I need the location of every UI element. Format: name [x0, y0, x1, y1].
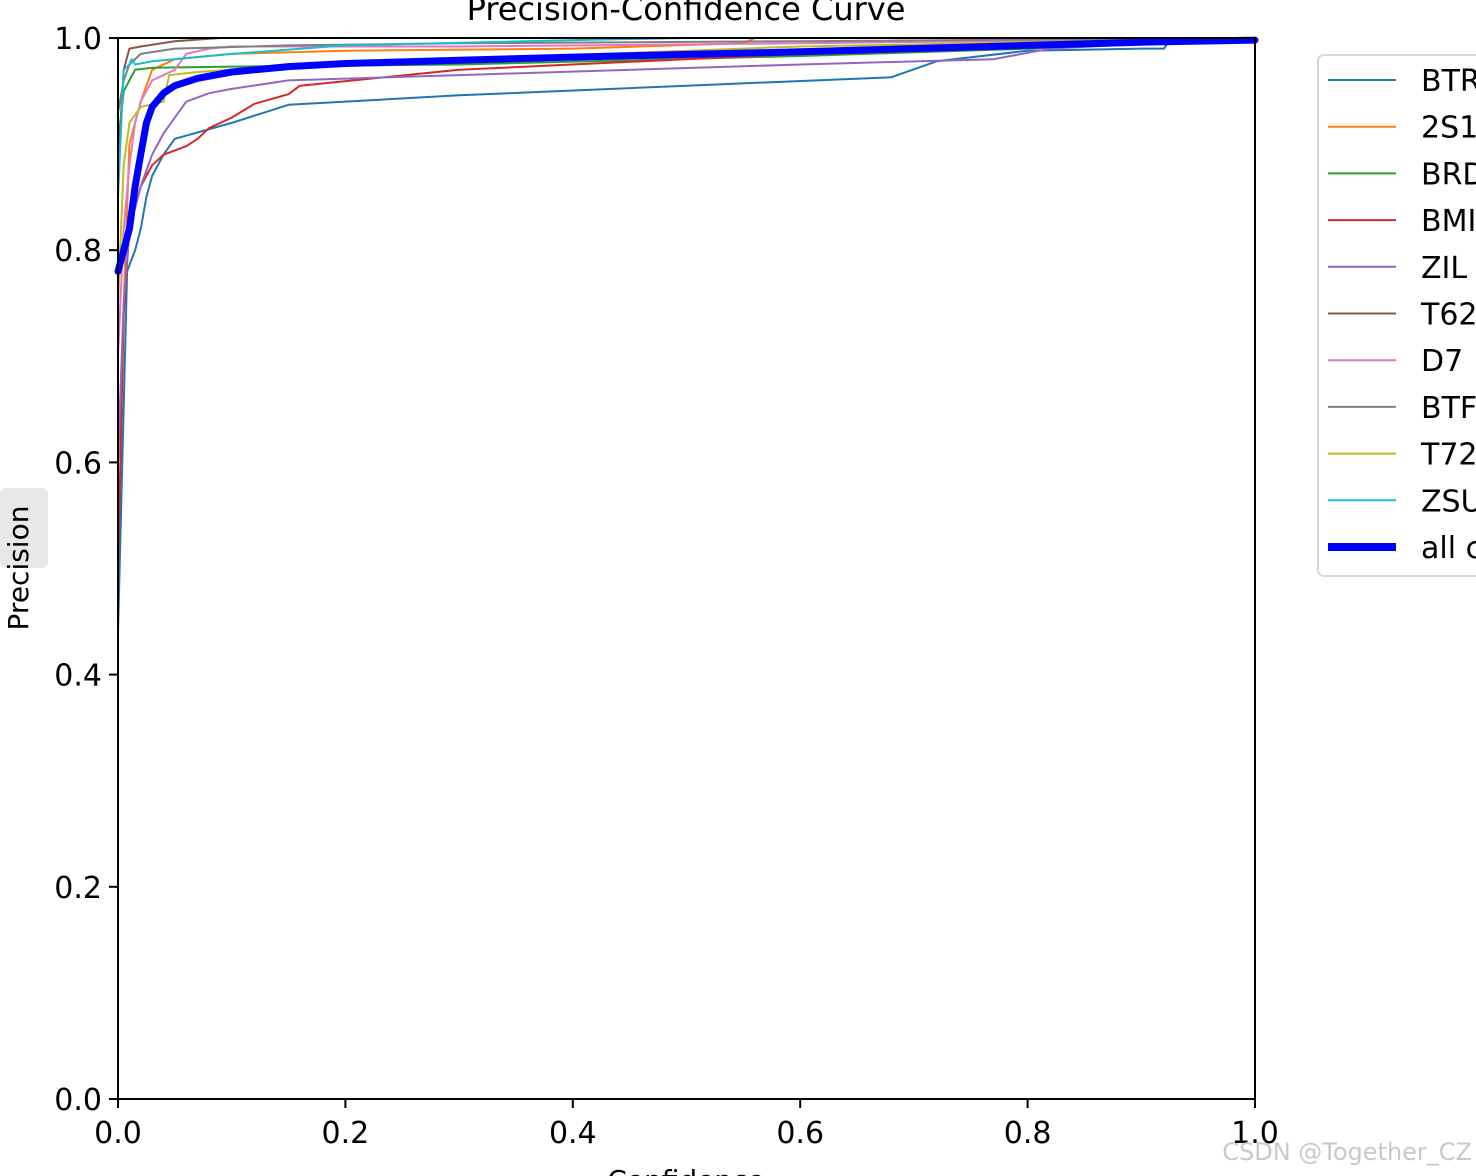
x-axis: 0.0 0.2 0.4 0.6 0.8 1.0 [94, 1099, 1279, 1151]
legend-label: 2S1 [1421, 111, 1476, 146]
x-tick-label: 0.0 [94, 1116, 142, 1151]
series-line-10 [114, 36, 1259, 275]
y-axis-label-tab [0, 488, 48, 568]
y-tick-label: 0.0 [54, 1083, 102, 1118]
legend-label: D7 [1421, 344, 1463, 379]
legend-label: all c [1421, 531, 1476, 566]
series-line-4 [117, 37, 1256, 464]
series-layer [114, 36, 1259, 634]
y-tick-label: 0.4 [54, 659, 102, 694]
y-tick-label: 0.6 [54, 446, 102, 481]
x-tick-label: 0.8 [1004, 1116, 1052, 1151]
x-tick-label: 1.0 [1231, 1116, 1279, 1151]
series-line-1 [117, 37, 1256, 464]
y-axis: 0.0 0.2 0.4 0.6 0.8 1.0 [54, 22, 118, 1118]
y-tick-label: 0.2 [54, 871, 102, 906]
legend-label: BRD [1421, 157, 1476, 192]
series-line-2 [117, 37, 1256, 146]
y-tick-label: 0.8 [54, 234, 102, 269]
series-line-0 [117, 38, 1256, 634]
legend-label: T62 [1420, 298, 1476, 333]
legend: BTR 2S1 BRD BMI ZIL T62 D7 BTF T72 ZSU all c [1317, 54, 1476, 577]
y-axis-label-group: Precision [0, 488, 48, 630]
series-line-3 [117, 37, 1256, 570]
x-tick-label: 0.4 [549, 1116, 597, 1151]
chart-title: Precision-Confidence Curve [467, 0, 906, 28]
legend-label: BMI [1421, 204, 1476, 239]
watermark: CSDN @Together_CZ [1222, 1138, 1472, 1166]
legend-label: BTR [1421, 64, 1476, 99]
legend-frame [1317, 54, 1476, 577]
legend-label: ZIL [1421, 251, 1467, 286]
series-line-6 [117, 37, 1256, 358]
x-tick-label: 0.2 [322, 1116, 370, 1151]
series-line-7 [117, 37, 1256, 114]
series-line-8 [117, 37, 1256, 305]
x-tick-label: 0.6 [776, 1116, 824, 1151]
series-line-9 [117, 37, 1256, 199]
x-axis-label: Confidence [607, 1164, 764, 1176]
plot-frame [117, 37, 1256, 1100]
y-tick-label: 1.0 [54, 22, 102, 57]
y-axis-label: Precision [2, 506, 35, 631]
legend-label: BTF [1421, 391, 1476, 426]
legend-label: ZSU [1421, 484, 1476, 519]
legend-label: T72 [1420, 438, 1476, 473]
